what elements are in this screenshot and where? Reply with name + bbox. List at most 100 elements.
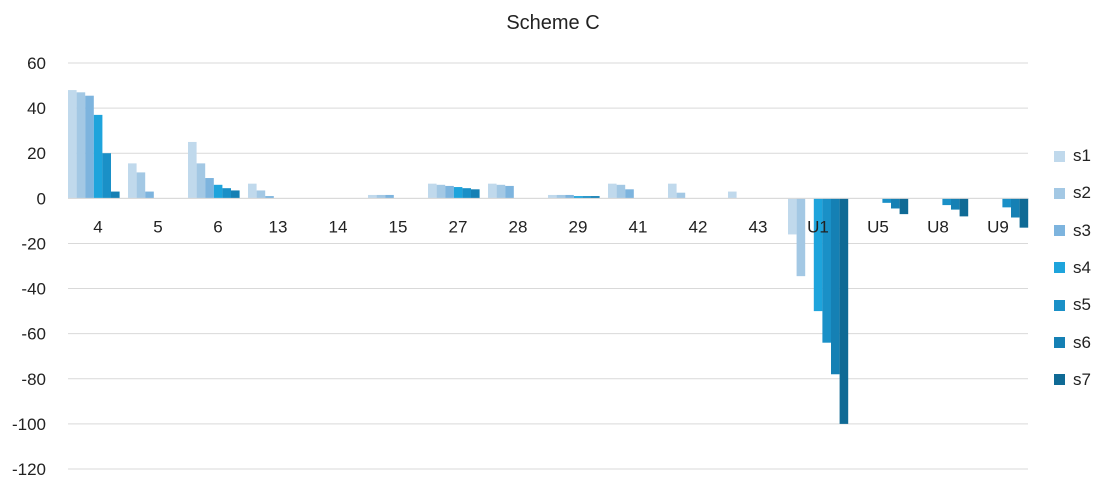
x-tick-label: 14: [329, 217, 348, 236]
bar-s2-15: [376, 194, 386, 199]
chart-title: Scheme C: [506, 12, 600, 34]
legend-item-s7: s7: [1054, 370, 1091, 390]
legend-swatch: [1054, 299, 1065, 311]
y-tick-label: -100: [12, 415, 46, 434]
bar-s6-27: [471, 189, 480, 199]
x-tick-label: 6: [213, 217, 222, 236]
bar-s2-41: [616, 184, 626, 199]
legend-label: s7: [1073, 369, 1091, 389]
bar-s2-28: [496, 184, 506, 199]
legend-label: s5: [1073, 295, 1091, 315]
legend-label: s1: [1073, 146, 1091, 165]
bar-s7-U8: [959, 198, 969, 217]
bar-s1-43: [728, 191, 737, 199]
x-tick-label: 5: [153, 217, 162, 236]
legend-item-s2: s2: [1054, 183, 1091, 203]
bar-s3-6: [205, 178, 214, 199]
bar-s1-5: [128, 163, 137, 199]
bar-s5-29: [582, 196, 591, 199]
x-tick-label: 4: [93, 217, 102, 236]
legend-swatch: [1054, 374, 1065, 386]
bar-s2-6: [196, 163, 206, 199]
bar-s7-U1: [839, 198, 849, 424]
y-tick-label: 60: [27, 54, 46, 73]
bar-s6-U8: [951, 198, 960, 210]
bar-s3-4: [85, 95, 94, 199]
bar-s5-U5: [882, 198, 891, 203]
bar-s2-13: [256, 190, 266, 199]
bar-s1-U1: [788, 198, 797, 235]
x-tick-label: 27: [449, 217, 468, 236]
bar-s1-28: [488, 183, 497, 199]
bar-s3-5: [145, 191, 154, 199]
bar-s6-6: [231, 190, 240, 199]
bar-s5-27: [462, 188, 471, 199]
bar-s5-U8: [942, 198, 951, 206]
bar-s4-29: [573, 196, 583, 199]
bar-s4-6: [213, 184, 223, 199]
bar-s1-27: [428, 183, 437, 199]
bar-s5-U1: [822, 198, 831, 343]
bar-s1-6: [188, 141, 197, 199]
legend-swatch: [1054, 150, 1065, 162]
x-tick-label: 41: [629, 217, 648, 236]
y-tick-label: 40: [27, 99, 46, 118]
x-tick-label: U5: [867, 217, 889, 236]
y-tick-label: -60: [21, 325, 46, 344]
bar-s5-U9: [1002, 198, 1011, 208]
bar-s2-27: [436, 184, 446, 199]
y-tick-label: -80: [21, 370, 46, 389]
legend-label: s2: [1073, 183, 1091, 203]
bar-s7-U9: [1019, 198, 1029, 228]
bar-s1-29: [548, 194, 557, 199]
bar-s6-U1: [831, 198, 840, 375]
x-tick-label: 13: [269, 217, 288, 236]
legend-label: s3: [1073, 220, 1091, 240]
bar-s2-4: [76, 92, 86, 199]
bar-s2-29: [556, 194, 566, 199]
x-tick-label: U1: [807, 217, 829, 236]
y-tick-label: 0: [37, 189, 46, 208]
bar-s3-41: [625, 189, 634, 199]
bar-s6-U5: [891, 198, 900, 209]
bar-s1-15: [368, 194, 377, 199]
bar-s3-15: [385, 194, 394, 199]
bar-s3-13: [265, 196, 274, 199]
bar-s6-4: [111, 191, 120, 199]
bar-s4-U1: [813, 198, 823, 312]
legend-item-s1: s1: [1054, 146, 1091, 166]
bar-s3-27: [445, 185, 454, 199]
bar-s1-41: [608, 183, 617, 199]
y-tick-label: -120: [12, 460, 46, 479]
bar-s2-5: [136, 172, 146, 199]
bar-s5-6: [222, 188, 231, 199]
bar-s7-U5: [899, 198, 909, 215]
legend-swatch: [1054, 225, 1065, 237]
y-tick-label: 20: [27, 144, 46, 163]
bar-s4-27: [453, 187, 463, 199]
legend-swatch: [1054, 187, 1065, 199]
bar-s2-U1: [796, 198, 806, 277]
x-tick-label: U9: [987, 217, 1009, 236]
legend-swatch: [1054, 262, 1065, 274]
legend-label: s4: [1073, 257, 1091, 277]
bar-s2-42: [676, 192, 686, 199]
bar-s1-13: [248, 183, 257, 199]
legend-item-s5: s5: [1054, 295, 1091, 315]
bar-s3-29: [565, 194, 574, 199]
bar-s6-29: [591, 196, 600, 199]
x-tick-label: 42: [689, 217, 708, 236]
x-tick-label: 29: [569, 217, 588, 236]
legend-swatch: [1054, 337, 1065, 348]
bar-s1-42: [668, 183, 677, 199]
bar-s6-U9: [1011, 198, 1020, 218]
bar-s1-4: [68, 90, 77, 199]
legend-label: s6: [1073, 332, 1091, 352]
x-tick-label: 28: [509, 217, 528, 236]
y-tick-label: -40: [21, 280, 46, 299]
x-tick-label: 15: [389, 217, 408, 236]
x-tick-label: U8: [927, 217, 949, 236]
bar-s3-28: [505, 185, 514, 199]
